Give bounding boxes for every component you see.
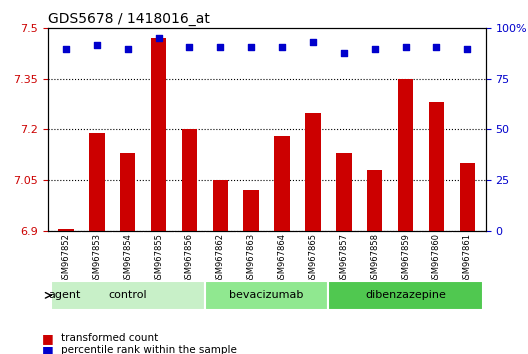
Text: bevacizumab: bevacizumab xyxy=(230,290,304,300)
Bar xyxy=(243,190,259,230)
Point xyxy=(154,36,163,41)
Text: GSM967855: GSM967855 xyxy=(154,233,163,284)
Point xyxy=(216,44,224,49)
Bar xyxy=(275,136,290,230)
Point xyxy=(278,44,286,49)
Point xyxy=(463,46,472,51)
Bar xyxy=(213,180,228,230)
Text: transformed count: transformed count xyxy=(61,333,158,343)
Text: dibenzazepine: dibenzazepine xyxy=(365,290,446,300)
Bar xyxy=(429,103,444,230)
Point xyxy=(62,46,70,51)
Text: GSM967862: GSM967862 xyxy=(216,233,225,284)
Point xyxy=(93,42,101,47)
Text: GSM967860: GSM967860 xyxy=(432,233,441,284)
Text: GDS5678 / 1418016_at: GDS5678 / 1418016_at xyxy=(48,12,210,26)
Text: GSM967861: GSM967861 xyxy=(463,233,472,284)
Text: GSM967863: GSM967863 xyxy=(247,233,256,284)
Text: GSM967865: GSM967865 xyxy=(308,233,317,284)
FancyBboxPatch shape xyxy=(205,281,328,310)
Text: control: control xyxy=(108,290,147,300)
FancyBboxPatch shape xyxy=(51,281,205,310)
Text: agent: agent xyxy=(48,290,80,300)
Point xyxy=(340,50,348,56)
Bar xyxy=(367,170,382,230)
Point xyxy=(124,46,132,51)
Bar xyxy=(459,163,475,230)
Text: GSM967864: GSM967864 xyxy=(278,233,287,284)
Text: GSM967856: GSM967856 xyxy=(185,233,194,284)
Bar xyxy=(182,130,197,230)
Bar xyxy=(89,133,105,230)
FancyBboxPatch shape xyxy=(328,281,483,310)
Text: percentile rank within the sample: percentile rank within the sample xyxy=(61,346,237,354)
Point xyxy=(432,44,440,49)
Point xyxy=(401,44,410,49)
Bar xyxy=(120,153,136,230)
Bar xyxy=(398,79,413,230)
Text: GSM967853: GSM967853 xyxy=(92,233,101,284)
Text: GSM967854: GSM967854 xyxy=(123,233,132,284)
Bar xyxy=(58,229,74,230)
Point xyxy=(371,46,379,51)
Text: ■: ■ xyxy=(42,332,54,344)
Text: ■: ■ xyxy=(42,344,54,354)
Point xyxy=(247,44,256,49)
Text: GSM967852: GSM967852 xyxy=(62,233,71,284)
Text: GSM967857: GSM967857 xyxy=(340,233,348,284)
Bar xyxy=(305,113,320,230)
Point xyxy=(185,44,194,49)
Text: GSM967858: GSM967858 xyxy=(370,233,379,284)
Bar xyxy=(151,39,166,230)
Text: GSM967859: GSM967859 xyxy=(401,233,410,284)
Point xyxy=(309,40,317,45)
Bar xyxy=(336,153,352,230)
